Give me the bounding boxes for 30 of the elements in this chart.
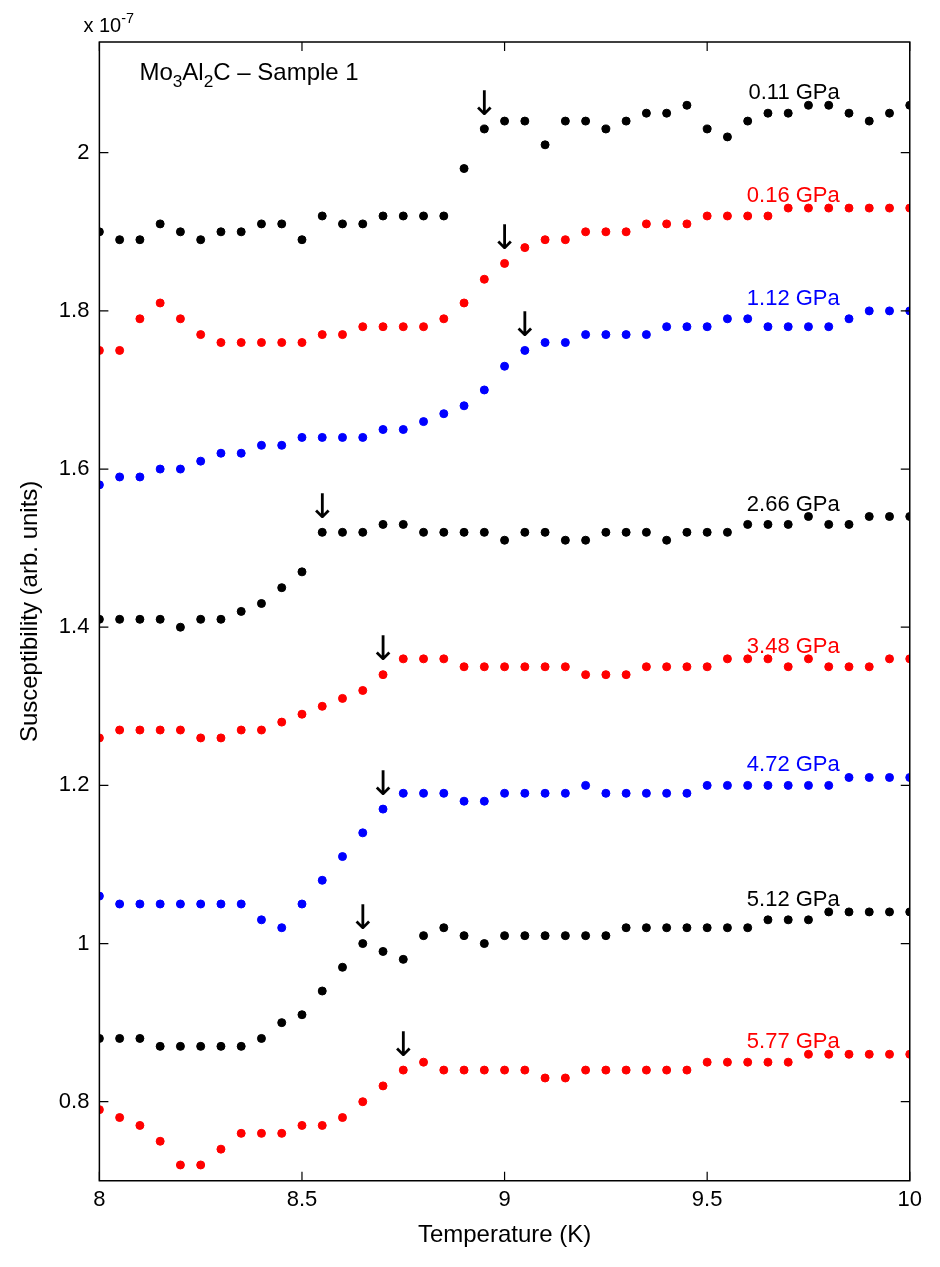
y-tick-label: 1.6 <box>58 455 90 481</box>
annotation: ↓ <box>307 486 337 527</box>
y-tick-label: 1 <box>77 929 90 955</box>
y-tick-label: 1.8 <box>58 296 90 322</box>
x-tick-label: 8.5 <box>286 1186 318 1212</box>
y-tick-label: 1.2 <box>58 771 90 797</box>
y-tick-label: 0.8 <box>58 1087 90 1113</box>
annotation: ↓ <box>490 217 519 258</box>
annotation: ↓ <box>470 82 499 123</box>
series-label: 5.77 GPa <box>746 1028 841 1054</box>
series-label: 5.12 GPa <box>746 885 841 911</box>
x-tick-label: 9.5 <box>691 1186 723 1212</box>
y-tick-label: 1.4 <box>58 613 90 639</box>
y-axis-title: Susceptibility (arb. units) <box>15 480 43 743</box>
y-tick-label: 2 <box>77 138 90 164</box>
x-tick-label: 9 <box>498 1186 511 1212</box>
series-label: 1.12 GPa <box>746 284 841 310</box>
series-label: 4.72 GPa <box>746 751 841 777</box>
series-label: 0.16 GPa <box>746 182 841 208</box>
x-tick-label: 10 <box>897 1186 923 1212</box>
series-label: 2.66 GPa <box>746 490 841 516</box>
series-label: 3.48 GPa <box>746 632 841 658</box>
annotation: ↓ <box>389 1023 418 1064</box>
annotation: ↓ <box>510 304 540 345</box>
annotation: ↓ <box>368 628 398 669</box>
series-label: 0.11 GPa <box>748 79 841 105</box>
x-tick-label: 8 <box>93 1186 106 1212</box>
annotation: ↓ <box>368 762 398 803</box>
x-axis-title: Temperature (K) <box>417 1220 592 1248</box>
annotation: ↓ <box>348 897 378 938</box>
